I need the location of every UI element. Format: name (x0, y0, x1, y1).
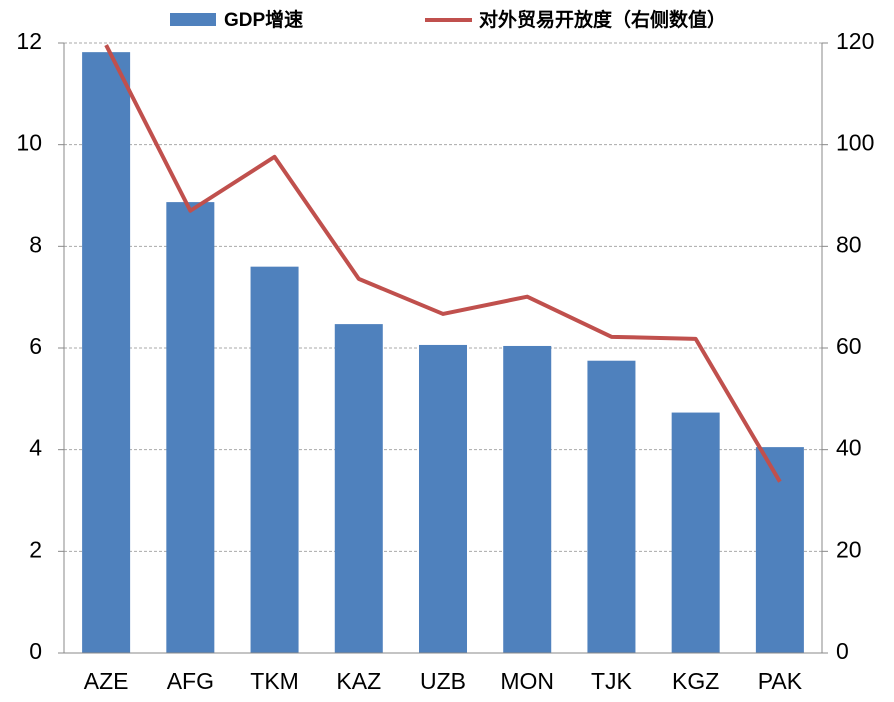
x-tick-label: TKM (250, 668, 299, 694)
y2-tick-label: 80 (836, 231, 862, 257)
y2-tick-label: 0 (836, 638, 849, 664)
y-tick-label: 8 (29, 231, 42, 257)
x-tick-label: PAK (758, 668, 803, 694)
x-tick-label: UZB (420, 668, 466, 694)
y-tick-label: 12 (16, 28, 42, 54)
x-tick-label: MON (500, 668, 554, 694)
y-tick-label: 0 (29, 638, 42, 664)
y2-tick-label: 20 (836, 536, 862, 562)
legend-label: 对外贸易开放度（右侧数值） (479, 8, 726, 31)
line (104, 44, 782, 483)
x-tick-label: AZE (84, 668, 129, 694)
y-tick-label: 10 (16, 130, 42, 156)
x-tick-label: TJK (591, 668, 633, 694)
bar (82, 52, 131, 653)
legend-swatch (170, 13, 216, 26)
y2-tick-label: 60 (836, 333, 862, 359)
bar (587, 360, 636, 653)
y-tick-label: 6 (29, 333, 42, 359)
y-tick-label: 4 (29, 435, 42, 461)
y2-tick-label: 100 (836, 130, 874, 156)
bar (250, 266, 299, 653)
y2-tick-label: 120 (836, 28, 874, 54)
x-tick-label: KAZ (336, 668, 381, 694)
bar (503, 345, 552, 653)
x-tick-label: AFG (167, 668, 214, 694)
y-tick-label: 2 (29, 536, 42, 562)
legend-label: GDP增速 (224, 8, 303, 31)
bar (418, 344, 468, 653)
x-tick-label: KGZ (672, 668, 719, 694)
y2-tick-label: 40 (836, 435, 862, 461)
bar (166, 202, 215, 653)
bar (334, 324, 383, 653)
bar (671, 412, 720, 653)
